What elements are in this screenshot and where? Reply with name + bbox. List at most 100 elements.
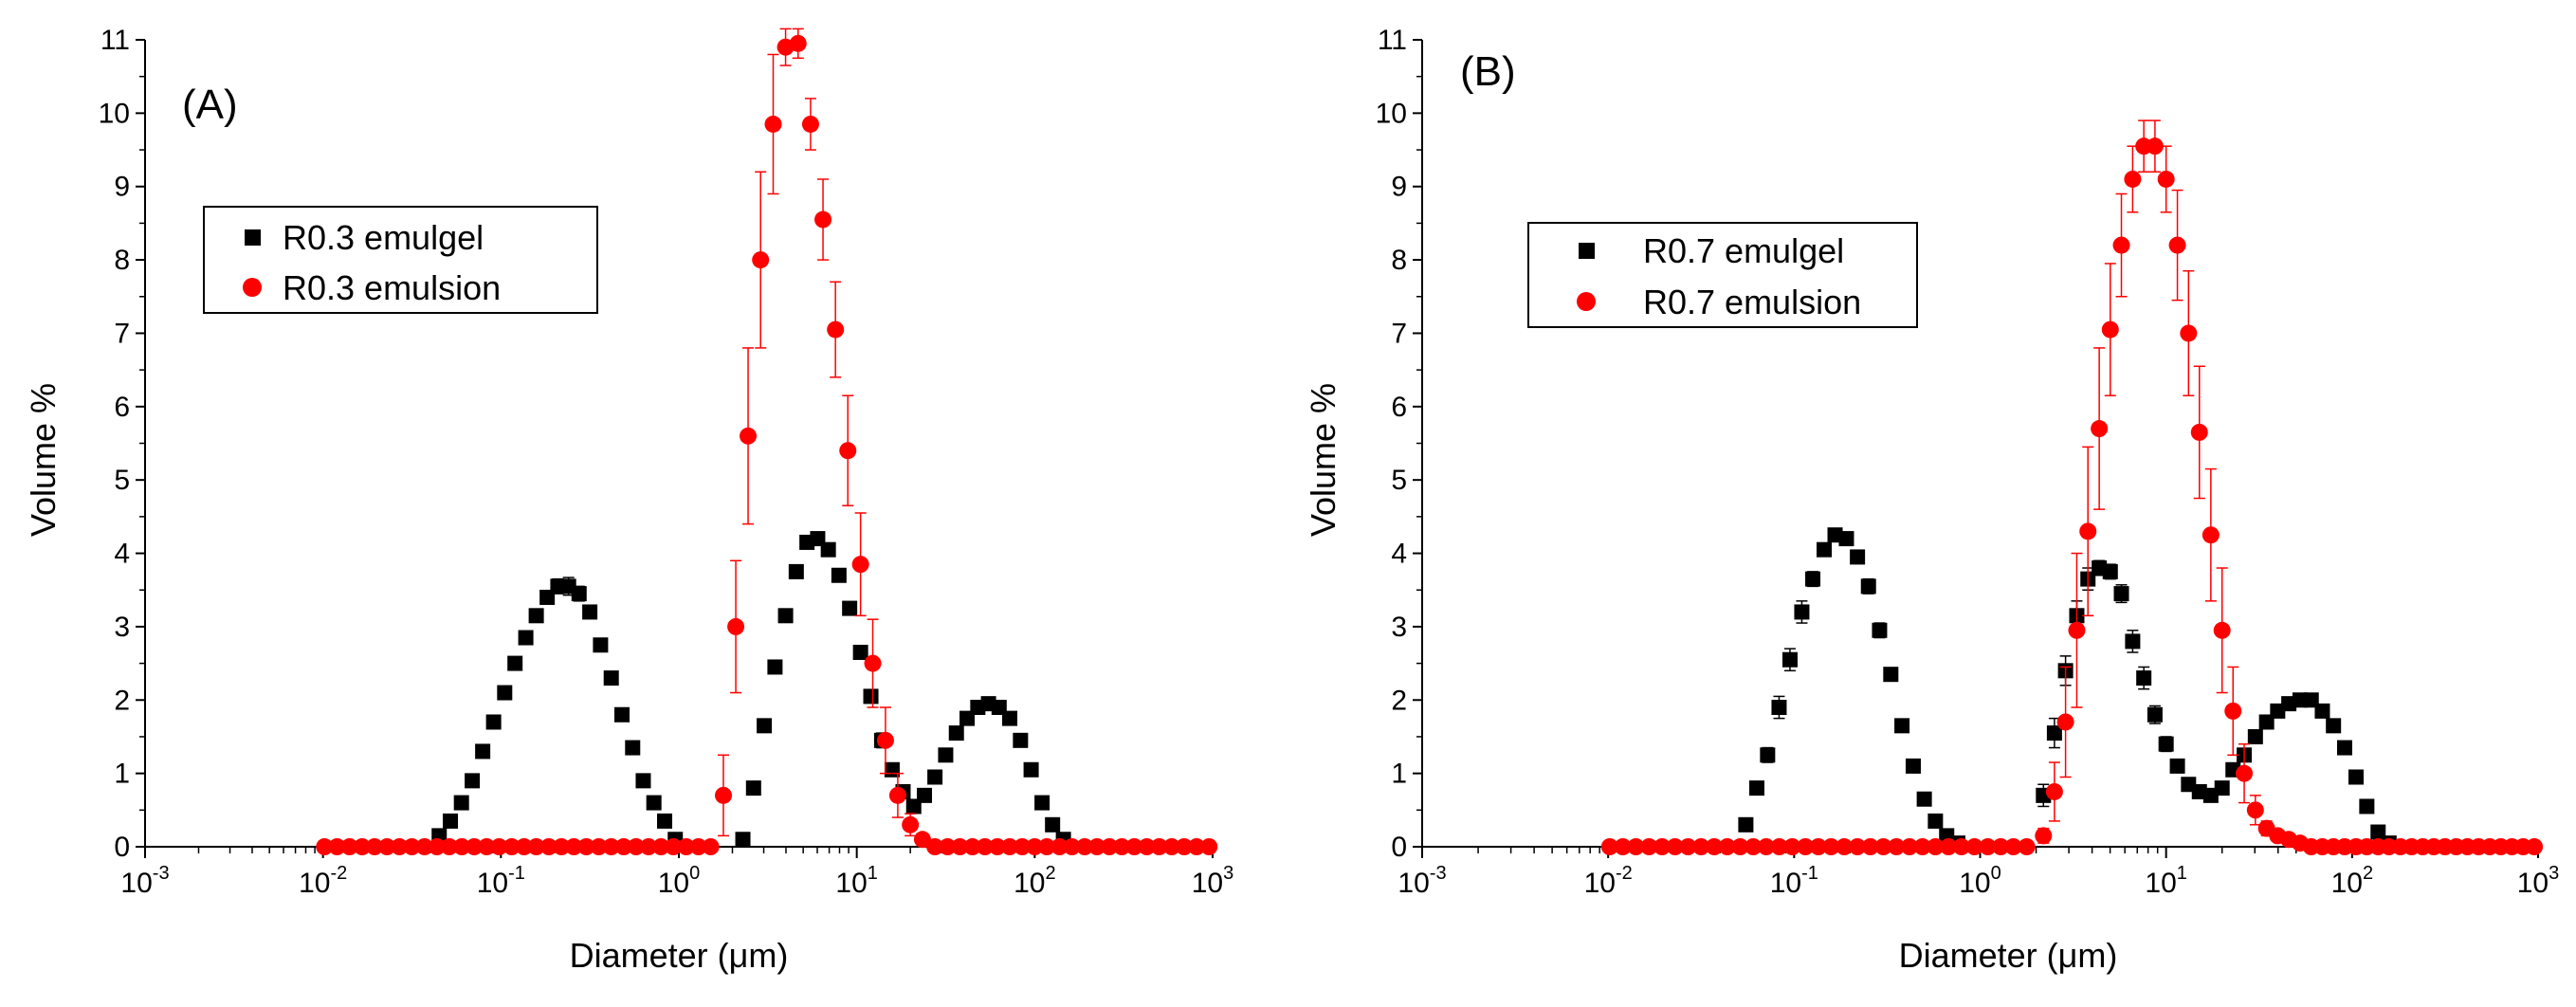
data-point [2113,586,2129,602]
data-point [740,427,758,445]
data-point [2056,713,2074,731]
data-point [2146,137,2164,156]
data-point [353,838,371,855]
data-point [1034,795,1050,811]
data-point [1627,838,1645,855]
axes: 0 1 2 3 4 5 6 7 8 9 10 11 10-3 10-2 10-1 100 101 102 103 [99,25,1234,899]
data-point [1013,732,1029,748]
data-point [593,637,609,653]
panel-label: (B) [1460,48,1516,95]
panel-label: (A) [182,82,238,128]
data-point [440,838,458,855]
data-point [1600,838,1618,855]
legend: R0.7 emulgel R0.7 emulsion [1527,222,1918,328]
data-point [1138,838,1156,855]
data-point [1050,838,1069,855]
data-point [646,795,662,811]
data-point [1757,838,1775,855]
data-point [1883,667,1899,683]
data-point [2236,764,2254,782]
data-point [1175,838,1193,855]
x-tick-label: 10-1 [477,863,525,899]
data-point [1979,838,1997,855]
data-point [1113,838,1131,855]
data-point [565,838,583,855]
data-point [2147,706,2163,723]
y-tick-label: 6 [114,392,130,423]
legend: R0.3 emulgel R0.3 emulsion [203,206,598,314]
data-point [1188,838,1206,855]
data-point [1614,838,1632,855]
data-point [1794,604,1810,620]
y-tick-label: 2 [114,685,130,716]
data-point [657,813,673,829]
data-point [485,714,502,730]
y-tick-label: 3 [114,612,130,643]
data-point [927,769,943,785]
data-point [316,838,334,855]
data-point [518,630,534,646]
data-point [777,608,794,624]
y-tick-label: 5 [114,465,130,496]
data-point [1927,838,1945,855]
data-point [2091,420,2109,438]
data-point [403,838,421,855]
data-point [1001,838,1019,855]
data-point [842,600,858,616]
data-point [1888,838,1906,855]
data-point [378,838,396,855]
y-tick-label: 6 [1391,392,1407,423]
data-point [465,773,481,789]
data-point [428,838,446,855]
data-point [2101,320,2119,339]
data-point [640,838,658,855]
data-point [1797,838,1815,855]
data-point [502,838,521,855]
series-emulsion [1600,119,2544,855]
legend-label-emulsion: R0.3 emulsion [283,268,501,307]
data-point [515,838,533,855]
x-tick-label: 10-3 [1398,863,1446,899]
data-point [745,780,761,796]
data-point [851,556,869,574]
data-point [913,831,931,849]
data-point [603,670,619,687]
data-point [2326,718,2342,734]
data-point [1640,838,1658,855]
legend-marker-emulsion [243,278,262,297]
data-point [2045,782,2063,800]
data-point [1783,838,1801,855]
x-axis-title: Diameter (μm) [1899,936,2118,975]
data-point [2124,170,2142,188]
data-point [391,838,409,855]
data-point [1940,838,1958,855]
data-point [839,442,857,460]
data-point [2526,838,2544,855]
data-point [863,688,879,705]
data-point [539,838,557,855]
data-point [2314,703,2330,719]
data-point [948,725,964,742]
x-tick-label: 101 [2145,863,2187,899]
x-tick-label: 10-3 [120,863,169,899]
y-tick-label: 0 [114,832,130,863]
data-point [1679,838,1697,855]
data-point [2190,423,2208,441]
data-point [677,838,695,855]
data-point [864,654,882,672]
data-point [1927,813,1944,829]
x-tick-label: 100 [658,863,701,899]
data-point [1952,838,1970,855]
data-point [1916,791,1932,807]
data-point [1760,747,1776,763]
data-point [2018,838,2036,855]
data-point [614,838,632,855]
y-tick-label: 8 [1391,245,1407,276]
data-point [2246,801,2264,819]
data-point [1849,838,1867,855]
data-point [820,541,836,558]
axes: 0 1 2 3 4 5 6 7 8 9 10 11 10-3 10-2 10-1 100 101 102 103 [1376,25,2560,899]
data-point [788,563,804,579]
data-point [2035,827,2053,845]
y-tick-label: 11 [1378,25,1407,56]
